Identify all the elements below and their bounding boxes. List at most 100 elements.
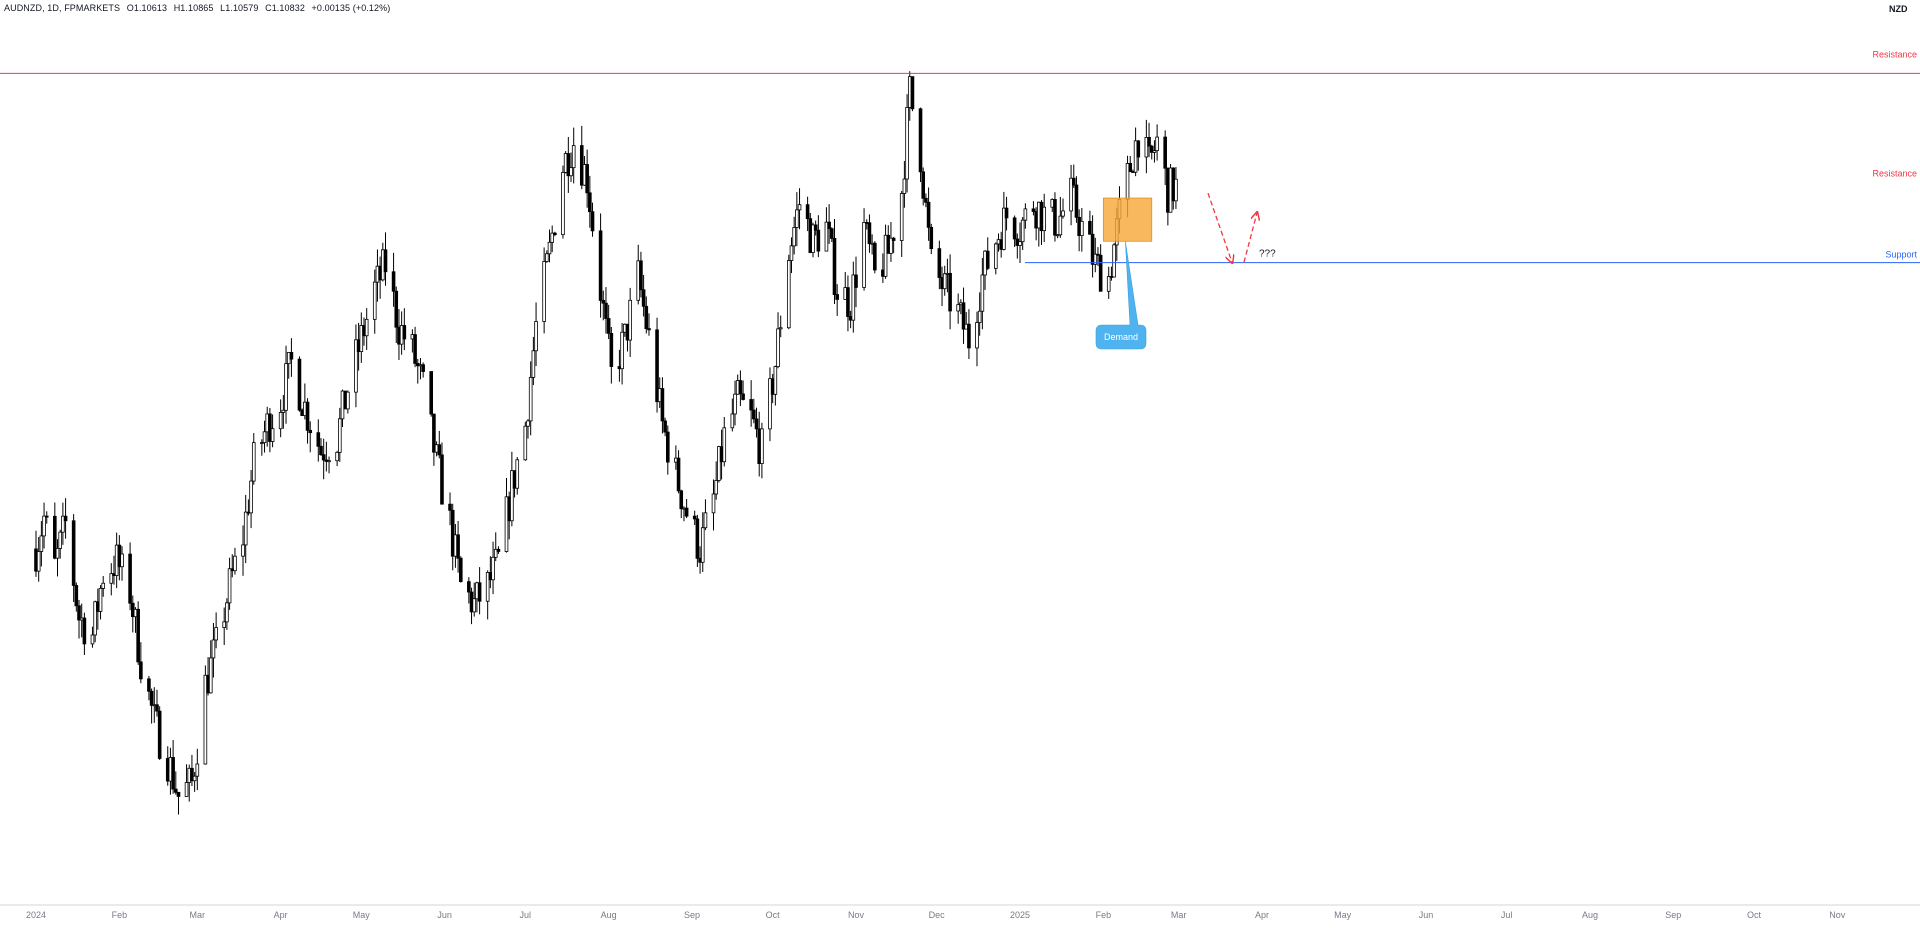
candle-body — [1090, 233, 1095, 265]
time-tick-label: Sep — [684, 910, 700, 920]
ohlc-high: H1.10865 — [173, 3, 214, 13]
candle-body — [929, 226, 934, 250]
time-tick-label: Feb — [1096, 910, 1112, 920]
candle — [1002, 191, 1006, 251]
candle — [262, 420, 267, 453]
candle-body — [147, 678, 151, 692]
candle-body — [977, 310, 982, 323]
candle — [1144, 119, 1149, 174]
candle-body — [109, 573, 114, 584]
candle — [467, 577, 471, 604]
candle — [805, 196, 810, 232]
candle-body — [1020, 219, 1025, 243]
candle-body — [1069, 177, 1073, 212]
time-tick-label: Aug — [1582, 910, 1598, 920]
candle — [647, 313, 651, 336]
candle — [36, 537, 41, 582]
candle — [846, 275, 850, 332]
candle-body — [1061, 210, 1065, 217]
candle-body — [604, 302, 608, 319]
candle-body — [639, 260, 643, 291]
time-tick-label: Sep — [1665, 910, 1681, 920]
candle-body — [308, 429, 313, 434]
candle-body — [77, 605, 81, 621]
candle-body — [1128, 163, 1133, 172]
candle-body — [305, 401, 310, 431]
candle-body — [663, 420, 667, 433]
candle — [889, 222, 893, 262]
candle-body — [679, 490, 684, 510]
candle-body — [61, 515, 65, 533]
candle-body — [921, 171, 926, 199]
candle — [1163, 130, 1167, 186]
symbol-header[interactable]: AUDNZD, 1D, FPMARKETS O1.10613 H1.10865 … — [4, 3, 394, 13]
candle-body — [703, 512, 708, 529]
candle-body — [862, 222, 866, 288]
time-tick-label: Jun — [437, 910, 452, 920]
candle — [222, 607, 226, 645]
candle — [942, 265, 947, 296]
candle — [730, 398, 735, 432]
candle-body — [139, 661, 143, 680]
demand-zone[interactable] — [1102, 197, 1153, 242]
candle-body — [1093, 253, 1098, 265]
candle — [128, 542, 132, 611]
projection-arrow-up[interactable] — [1243, 213, 1257, 263]
candle — [534, 302, 538, 366]
candle — [926, 187, 931, 241]
levels-layer: Resistance Resistance Support — [0, 49, 1920, 264]
candle-body — [832, 238, 837, 295]
candle — [383, 232, 388, 286]
demand-callout[interactable] — [1095, 241, 1147, 350]
projection-arrow-down[interactable] — [1207, 192, 1232, 262]
candle — [977, 292, 982, 336]
candle — [1031, 201, 1036, 216]
candle-body — [456, 534, 460, 559]
candle-body — [71, 520, 76, 586]
candle-body — [754, 418, 759, 430]
candle — [82, 612, 87, 655]
candle — [899, 190, 904, 257]
candle — [641, 274, 646, 317]
candle — [752, 398, 756, 424]
candle-body — [722, 427, 727, 463]
candle — [458, 556, 463, 583]
candle — [155, 689, 159, 717]
candle — [1147, 122, 1151, 158]
candle — [1061, 198, 1065, 219]
candle-body — [827, 221, 831, 230]
candle-body — [994, 243, 998, 269]
candle-body — [1002, 207, 1006, 250]
candle-body — [222, 621, 226, 628]
currency-label[interactable]: NZD — [1889, 4, 1908, 14]
candle — [429, 371, 434, 417]
candle-body — [432, 413, 436, 453]
time-tick-label: May — [353, 910, 371, 920]
time-tick-label: Nov — [848, 910, 865, 920]
candle-body — [797, 204, 802, 211]
candle — [873, 241, 877, 274]
candle — [975, 311, 979, 367]
candle — [910, 76, 915, 112]
candle-body — [1098, 254, 1103, 292]
candle-body — [1053, 199, 1057, 236]
candle-body — [1106, 276, 1111, 292]
candle — [776, 312, 780, 369]
symbol-name[interactable]: AUDNZD, 1D, FPMARKETS — [4, 3, 121, 13]
candle — [714, 461, 718, 500]
time-tick-label: Oct — [1747, 910, 1762, 920]
candle-body — [786, 260, 791, 329]
candle — [402, 308, 407, 351]
candle-body — [74, 585, 79, 607]
candle-body — [899, 193, 904, 241]
candle — [711, 479, 716, 531]
ohlc-open: O1.10613 — [126, 3, 168, 13]
candle-body — [975, 322, 979, 349]
candle — [1149, 144, 1154, 160]
candle — [192, 772, 197, 792]
candle — [477, 567, 482, 615]
candle-body — [830, 228, 834, 239]
candle-body — [243, 511, 248, 546]
